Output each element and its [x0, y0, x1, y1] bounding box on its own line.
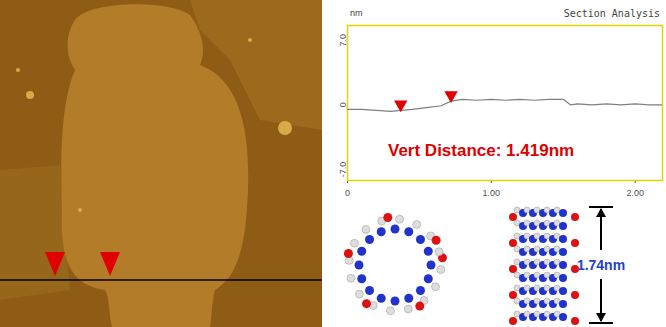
svg-text:-7.0: -7.0: [338, 162, 348, 178]
html-text:Section Analysis: Section Analysis: [563, 8, 660, 19]
html-text:Vert Distance: 1.419nm: Vert Distance: 1.419nm: [388, 141, 575, 160]
svg-text:1.74nm: 1.74nm: [577, 257, 625, 273]
svg-text:0: 0: [338, 102, 348, 107]
svg-text:1.00: 1.00: [483, 188, 501, 198]
svg-text:2.00: 2.00: [626, 188, 644, 198]
svg-text:7.0: 7.0: [338, 34, 348, 47]
html-text:nm: nm: [350, 8, 363, 18]
svg-text:0: 0: [345, 188, 350, 198]
